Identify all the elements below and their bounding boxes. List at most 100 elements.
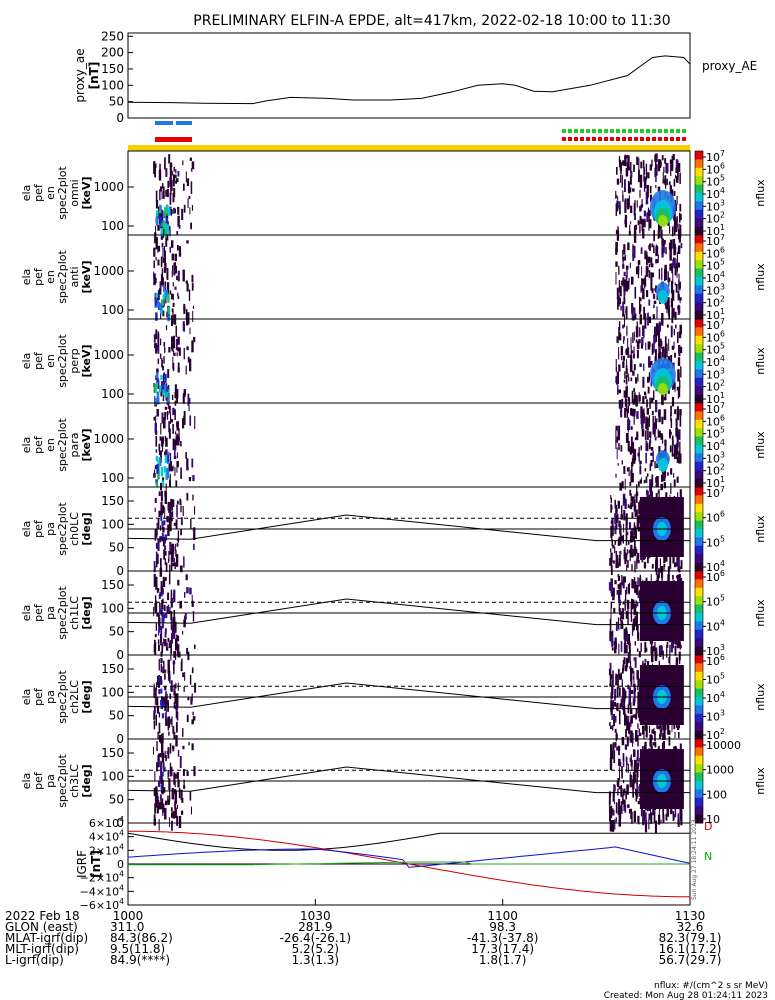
flux-speck — [625, 586, 628, 595]
flux-speck — [676, 409, 679, 420]
flux-speck — [642, 325, 644, 337]
flux-speck — [629, 642, 631, 654]
flux-speck — [616, 200, 619, 212]
flux-speck — [676, 476, 679, 483]
flux-speck — [625, 791, 627, 800]
red-marker — [670, 137, 674, 141]
flux-speck — [156, 741, 158, 752]
flux-speck — [639, 205, 642, 211]
flux-speck — [157, 259, 160, 266]
flux-speck — [659, 733, 661, 740]
flux-speck — [638, 392, 640, 403]
flux-speck — [182, 418, 185, 429]
flux-speck — [647, 376, 650, 383]
flux-speck — [670, 355, 673, 364]
flux-speck — [172, 171, 174, 176]
flux-speck — [177, 362, 180, 373]
flux-cell — [161, 532, 164, 538]
flux-speck — [630, 670, 632, 682]
flux-speck — [638, 710, 641, 722]
colorbar-segment — [695, 184, 703, 194]
flux-speck — [156, 705, 160, 714]
flux-speck — [677, 435, 679, 448]
flux-speck — [645, 163, 648, 176]
ytick-label: 1000 — [93, 180, 124, 194]
flux-speck — [627, 763, 629, 773]
flux-cell — [158, 593, 161, 599]
flux-speck — [616, 780, 619, 786]
flux-speck — [614, 742, 617, 748]
flux-speck — [623, 510, 626, 521]
flux-speck — [191, 274, 194, 283]
flux-speck — [609, 757, 613, 771]
panel-frame — [127, 32, 691, 119]
flux-speck — [193, 644, 196, 649]
flux-speck — [163, 356, 165, 364]
flux-speck — [676, 252, 678, 262]
flux-speck — [176, 433, 178, 439]
flux-speck — [655, 420, 657, 428]
flux-speck — [627, 347, 630, 358]
flux-speck — [663, 554, 666, 564]
colorbar-tick-label: 103 — [706, 198, 725, 213]
flux-speck — [615, 261, 618, 267]
flux-speck — [169, 564, 171, 577]
colorbar-segment — [695, 722, 703, 732]
flux-speck — [161, 505, 165, 514]
flux-speck — [670, 298, 674, 308]
flux-speck — [626, 467, 629, 472]
flux-speck — [630, 221, 632, 225]
flux-cell — [155, 312, 158, 321]
panel-igrf: 6×1044×1042×1040−2×104−4×104−6×104DNIGRF… — [75, 815, 712, 912]
flux-speck — [639, 189, 641, 198]
xtick-label: 1130 — [675, 909, 706, 923]
colorbar-tick-label: 102 — [706, 211, 725, 226]
flux-speck — [642, 224, 644, 235]
flux-speck — [176, 352, 178, 357]
flux-speck — [157, 796, 159, 801]
flux-speck — [653, 390, 655, 401]
flux-speck — [182, 506, 184, 517]
flux-speck — [634, 494, 636, 499]
colorbar-tick-label: 103 — [706, 282, 725, 297]
flux-speck — [625, 524, 628, 531]
flux-speck — [174, 446, 176, 459]
flux-speck — [187, 356, 190, 363]
flux-speck — [171, 180, 173, 191]
flux-speck — [622, 324, 624, 329]
flux-speck — [667, 305, 670, 315]
flux-speck — [178, 246, 182, 257]
ytick-label: 200 — [101, 46, 124, 60]
colorbar-segment — [695, 596, 703, 606]
figure-title: PRELIMINARY ELFIN-A EPDE, alt=417km, 202… — [193, 13, 670, 29]
flux-speck — [187, 397, 191, 404]
flux-speck — [622, 794, 624, 805]
flux-speck — [663, 243, 665, 253]
colorbar-tick-label: 101 — [706, 391, 725, 406]
flux-speck — [173, 772, 176, 785]
y-axis-label: proxy_ae — [73, 48, 87, 102]
flux-cell — [163, 384, 167, 393]
flux-speck — [160, 633, 162, 643]
flux-speck — [621, 608, 624, 616]
flux-speck — [622, 256, 625, 261]
flux-speck — [670, 282, 673, 293]
colorbar-segment — [695, 176, 703, 186]
flux-speck — [619, 810, 622, 820]
flux-speck — [621, 514, 623, 520]
flux-speck — [153, 606, 155, 617]
flux-speck — [637, 341, 640, 349]
flux-speck — [679, 297, 682, 301]
flux-speck — [666, 645, 668, 658]
flux-speck — [162, 666, 164, 674]
flux-speck — [678, 635, 681, 648]
colorbar-tick-label: 107 — [706, 233, 725, 248]
flux-speck — [194, 506, 196, 515]
y-axis-label: pef — [32, 267, 45, 286]
axis-row-value: 84.3(86.2) — [110, 931, 173, 945]
flux-speck — [615, 817, 617, 823]
flux-speck — [170, 807, 173, 812]
flux-speck — [617, 679, 619, 689]
flux-speck — [644, 316, 647, 329]
